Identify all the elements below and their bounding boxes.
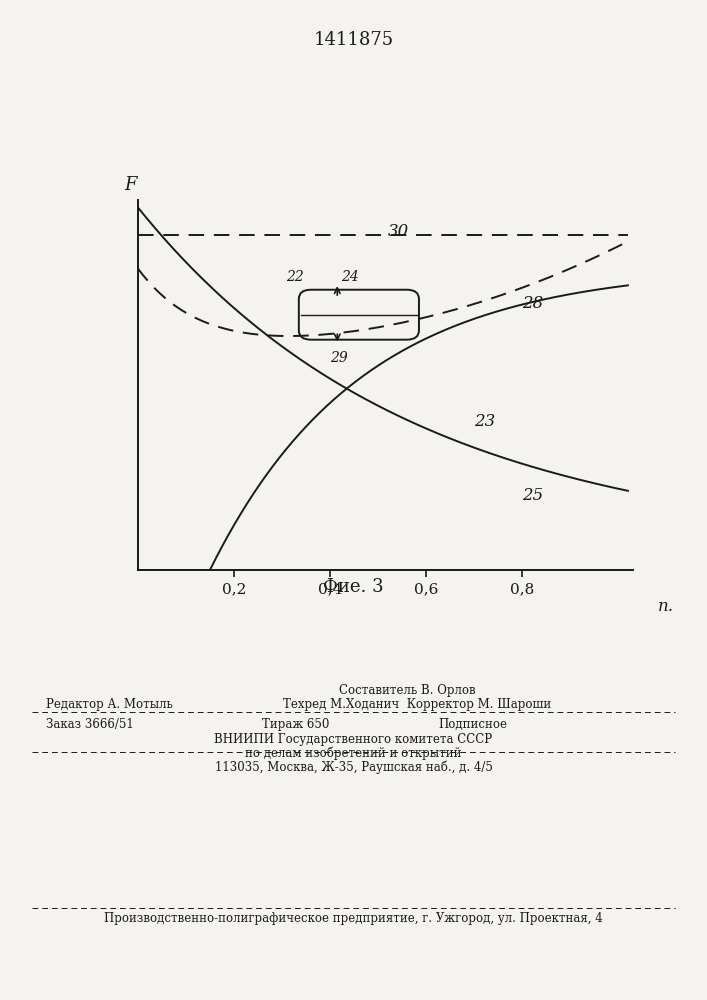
Text: Подписное: Подписное [438, 718, 508, 731]
Text: Заказ 3666/51: Заказ 3666/51 [46, 718, 134, 731]
Text: Техред М.Ходанич  Корректор М. Шароши: Техред М.Ходанич Корректор М. Шароши [283, 698, 551, 711]
Text: 30: 30 [387, 223, 409, 240]
Text: 22: 22 [286, 270, 303, 284]
Text: Производственно-полиграфическое предприятие, г. Ужгород, ул. Проектная, 4: Производственно-полиграфическое предприя… [104, 912, 603, 925]
Text: 29: 29 [330, 351, 348, 365]
Text: 23: 23 [474, 414, 496, 430]
Text: F: F [124, 176, 136, 194]
Text: Составитель В. Орлов: Составитель В. Орлов [339, 684, 476, 697]
Text: ВНИИПИ Государственного комитета СССР: ВНИИПИ Государственного комитета СССР [214, 733, 493, 746]
Text: 1411875: 1411875 [313, 31, 394, 49]
Text: n.: n. [658, 598, 674, 615]
Text: Тираж 650: Тираж 650 [262, 718, 329, 731]
Text: 28: 28 [522, 295, 544, 312]
Text: Редактор А. Мотыль: Редактор А. Мотыль [46, 698, 173, 711]
Text: Фие. 3: Фие. 3 [323, 578, 384, 596]
Text: 24: 24 [341, 270, 358, 284]
Text: 25: 25 [522, 488, 544, 504]
Text: по делам изобретений и открытий: по делам изобретений и открытий [245, 746, 462, 760]
Text: 113035, Москва, Ж-35, Раушская наб., д. 4/5: 113035, Москва, Ж-35, Раушская наб., д. … [214, 760, 493, 774]
